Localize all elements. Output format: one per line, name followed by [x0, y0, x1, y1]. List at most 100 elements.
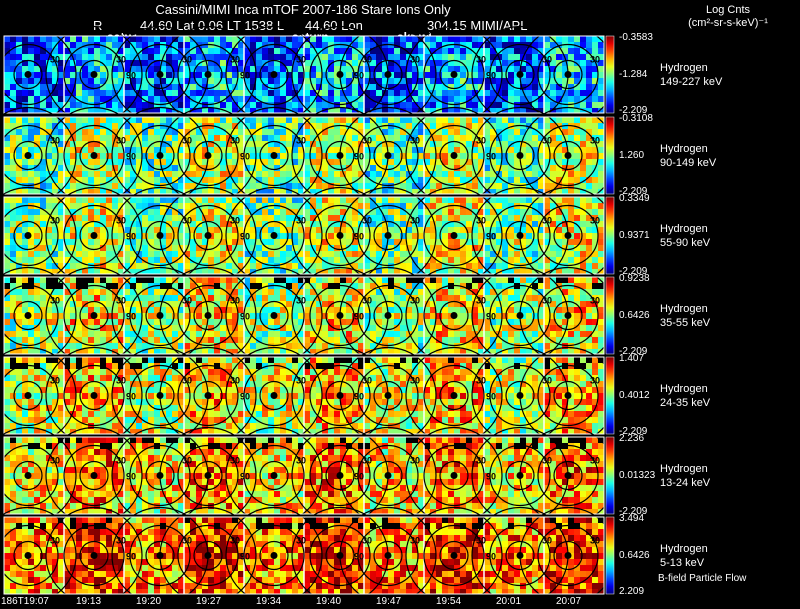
heatmap-cell: [262, 54, 268, 60]
heatmap-cell: [388, 215, 394, 221]
heatmap-cell: [442, 36, 448, 42]
heatmap-cell: [64, 60, 70, 66]
heatmap-cell: [340, 96, 346, 102]
heatmap-cell: [202, 209, 208, 215]
heatmap-cell: [520, 48, 526, 54]
heatmap-cell: [280, 60, 286, 66]
heatmap-cell: [466, 325, 472, 331]
heatmap-cell: [226, 233, 232, 239]
heatmap-cell: [376, 96, 382, 102]
heatmap-cell: [244, 42, 250, 48]
heatmap-cell: [214, 301, 220, 307]
heatmap-cell: [394, 90, 400, 96]
heatmap-cell: [400, 209, 406, 215]
heatmap-cell: [394, 313, 400, 319]
heatmap-cell: [40, 289, 46, 295]
heatmap-cell: [178, 203, 184, 209]
contour-ring: [309, 204, 371, 267]
heatmap-cell: [532, 177, 538, 183]
heatmap-cell: [490, 96, 496, 102]
heatmap-cell: [34, 123, 40, 129]
heatmap-cell: [388, 269, 394, 274]
heatmap-cell: [598, 289, 604, 295]
heatmap-cell: [46, 227, 52, 233]
heatmap-cell: [316, 263, 322, 269]
heatmap-cell: [370, 123, 376, 129]
heatmap-cell: [418, 251, 424, 257]
heatmap-cell: [232, 54, 238, 60]
heatmap-cell: [400, 171, 406, 177]
heatmap-cell: [76, 277, 82, 283]
heatmap-cell: [142, 289, 148, 295]
heatmap-cell: [208, 117, 214, 123]
heatmap-cell: [190, 153, 196, 159]
heatmap-cell: [142, 171, 148, 177]
heatmap-cell: [160, 239, 166, 245]
heatmap-cell: [424, 313, 430, 319]
heatmap-cell: [280, 96, 286, 102]
contour-ring: [79, 140, 109, 171]
heatmap-cell: [478, 36, 484, 42]
heatmap-cell: [166, 72, 172, 78]
heatmap-cell: [256, 165, 262, 171]
heatmap-cell: [400, 251, 406, 257]
heatmap-cell: [430, 165, 436, 171]
heatmap-cell: [28, 36, 34, 42]
heatmap-cell: [334, 301, 340, 307]
heatmap-cell: [124, 257, 130, 263]
heatmap-cell: [580, 209, 586, 215]
heatmap-cell: [436, 90, 442, 96]
contour-label: 30: [116, 55, 126, 65]
heatmap-cell: [550, 301, 556, 307]
heatmap-cell: [442, 263, 448, 269]
heatmap-cell: [382, 141, 388, 147]
heatmap-cell: [214, 251, 220, 257]
heatmap-cell: [172, 135, 178, 141]
heatmap-cell: [526, 141, 532, 147]
heatmap-cell: [118, 123, 124, 129]
heatmap-cell: [52, 289, 58, 295]
heatmap-cell: [280, 183, 286, 189]
heatmap-cell: [460, 165, 466, 171]
heatmap-cell: [358, 141, 364, 147]
heatmap-cell: [130, 209, 136, 215]
heatmap-cell: [286, 245, 292, 251]
heatmap-cell: [10, 171, 16, 177]
heatmap-cell: [418, 245, 424, 251]
heatmap-cell: [172, 325, 178, 331]
heatmap-cell: [100, 289, 106, 295]
heatmap-cell: [400, 123, 406, 129]
heatmap-cell: [592, 239, 598, 245]
heatmap-cell: [238, 319, 244, 325]
heatmap-cell: [412, 177, 418, 183]
heatmap-cell: [328, 72, 334, 78]
contour-label: 30: [362, 136, 372, 146]
heatmap-cell: [484, 307, 490, 313]
heatmap-cell: [562, 159, 568, 165]
heatmap-cell: [592, 277, 598, 283]
heatmap-cell: [376, 141, 382, 147]
heatmap-cell: [52, 159, 58, 165]
heatmap-cell: [322, 239, 328, 245]
contour-ring: [505, 59, 535, 90]
heatmap-cell: [256, 269, 262, 274]
heatmap-cell: [298, 177, 304, 183]
heatmap-cell: [556, 165, 562, 171]
heatmap-cell: [586, 147, 592, 153]
heatmap-cell: [436, 325, 442, 331]
heatmap-cell: [52, 147, 58, 153]
contour-ring: [13, 220, 43, 251]
heatmap-cell: [64, 257, 70, 263]
heatmap-cell: [142, 313, 148, 319]
heatmap-cell: [286, 215, 292, 221]
heatmap-cell: [22, 215, 28, 221]
heatmap-cell: [292, 227, 298, 233]
heatmap-cell: [142, 78, 148, 84]
heatmap-cell: [598, 66, 604, 72]
heatmap-cell: [190, 48, 196, 54]
heatmap-cell: [232, 159, 238, 165]
heatmap-cell: [442, 233, 448, 239]
heatmap-cell: [148, 319, 154, 325]
heatmap-cell: [496, 313, 502, 319]
heatmap-cell: [154, 277, 160, 283]
